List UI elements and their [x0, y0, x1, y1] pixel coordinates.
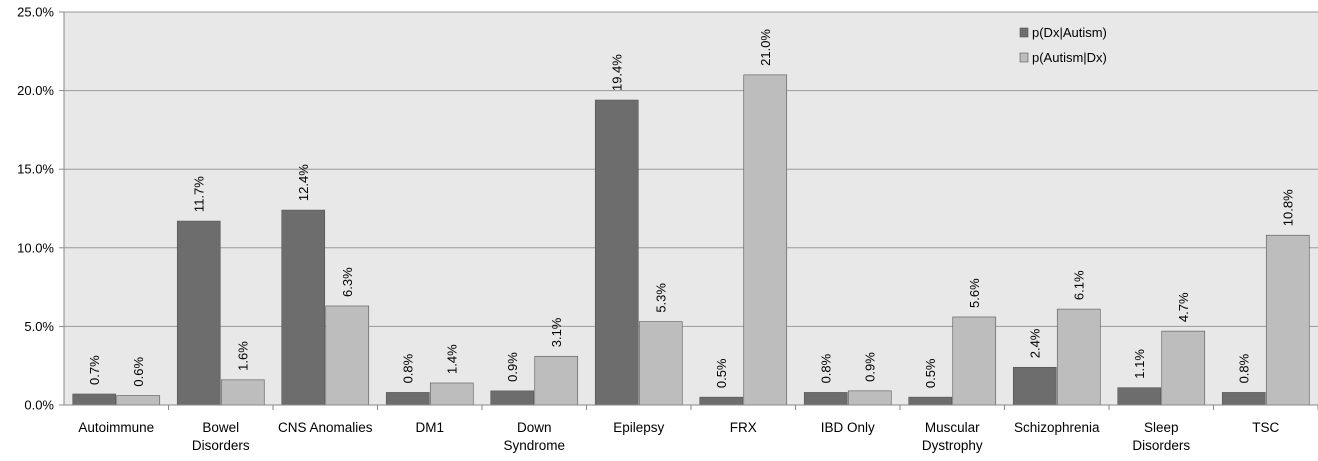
x-tick-label: Schizophrenia: [1014, 420, 1100, 435]
data-label: 21.0%: [758, 29, 773, 66]
data-label: 2.4%: [1028, 328, 1043, 358]
x-tick-label: Syndrome: [503, 438, 565, 453]
data-label: 19.4%: [610, 54, 625, 91]
data-label: 12.4%: [296, 164, 311, 201]
data-label: 4.7%: [1176, 292, 1191, 322]
y-axis: 0.0% 5.0% 10.0% 15.0% 20.0% 25.0%: [17, 5, 65, 413]
x-tick-label: Sleep: [1144, 420, 1179, 435]
x-tick-label: Epilepsy: [613, 420, 664, 435]
legend-label: p(Dx|Autism): [1032, 25, 1107, 40]
x-tick-label: Muscular: [925, 420, 980, 435]
x-tick-label: Autoimmune: [78, 420, 154, 435]
data-label: 1.4%: [445, 344, 460, 374]
data-label: 0.9%: [863, 352, 878, 382]
data-label: 3.1%: [549, 317, 564, 347]
bar: [429, 382, 474, 406]
bar: [594, 99, 639, 406]
bar: [490, 390, 535, 406]
bar: [116, 395, 161, 406]
y-tick-label: 0.0%: [24, 398, 54, 413]
y-tick-label: 10.0%: [17, 240, 54, 255]
data-label: 11.7%: [192, 176, 207, 212]
data-label: 0.8%: [1237, 353, 1252, 383]
bar: [1056, 308, 1101, 406]
x-tick-label: Disorders: [1132, 438, 1190, 453]
y-tick-label: 25.0%: [17, 5, 54, 20]
data-label: 5.6%: [967, 278, 982, 308]
plot-area: [64, 12, 1318, 405]
bar: [699, 396, 744, 406]
data-label: 0.5%: [923, 358, 938, 388]
bar: [1161, 330, 1206, 406]
bar: [220, 379, 265, 406]
bar: [385, 392, 430, 406]
y-tick-label: 20.0%: [17, 83, 54, 98]
data-label: 6.3%: [340, 267, 355, 297]
bar: [952, 316, 997, 406]
bar: [1221, 392, 1266, 406]
x-tick-label: Disorders: [192, 438, 250, 453]
gridlines: [64, 11, 1318, 327]
bar: [176, 220, 221, 406]
data-label: 1.6%: [236, 341, 251, 371]
bar: [1265, 234, 1310, 406]
bar: [325, 305, 370, 406]
legend-label: p(Autism|Dx): [1032, 50, 1107, 65]
data-label: 6.1%: [1072, 270, 1087, 300]
bars: [72, 74, 1310, 406]
x-tick-label: DM1: [415, 420, 444, 435]
data-label: 0.9%: [505, 352, 520, 382]
bar: [638, 321, 683, 406]
x-tick-label: FRX: [730, 420, 757, 435]
y-tick-label: 5.0%: [24, 319, 54, 334]
bar: [908, 396, 953, 406]
x-tick-label: Down: [517, 420, 552, 435]
bar: [72, 393, 117, 406]
bar: [847, 390, 892, 406]
data-label: 1.1%: [1132, 349, 1147, 379]
legend-swatch: [1019, 52, 1029, 63]
x-tick-label: TSC: [1252, 420, 1279, 435]
legend: p(Dx|Autism) p(Autism|Dx): [1019, 25, 1107, 65]
data-label: 0.5%: [714, 358, 729, 388]
x-tick-label: IBD Only: [821, 420, 875, 435]
data-label: 0.8%: [819, 353, 834, 383]
data-label: 10.8%: [1281, 189, 1296, 226]
bar: [1012, 366, 1057, 406]
x-tick-label: CNS Anomalies: [278, 420, 373, 435]
legend-swatch: [1019, 27, 1029, 38]
y-tick-label: 15.0%: [17, 162, 54, 177]
x-tick-label: Dystrophy: [922, 438, 983, 453]
x-axis: Autoimmune Bowel Disorders CNS Anomalies DM1…: [64, 404, 1318, 453]
data-label: 0.7%: [87, 355, 102, 385]
bar: [534, 355, 579, 406]
data-label: 0.6%: [131, 356, 146, 386]
data-label: 5.3%: [654, 283, 669, 313]
data-label: 0.8%: [401, 353, 416, 383]
bar: [1117, 387, 1162, 406]
bar: [743, 74, 788, 406]
data-labels: 0.7% 0.6% 11.7% 1.6% 12.4% 6.3% 0.8% 1.4% 0.9% 3.…: [87, 29, 1296, 389]
bar: [281, 209, 326, 406]
bar: [803, 392, 848, 406]
x-tick-label: Bowel: [202, 420, 239, 435]
